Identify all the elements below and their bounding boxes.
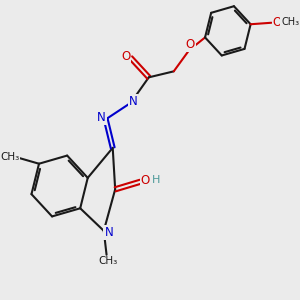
Text: N: N	[104, 226, 113, 239]
Text: O: O	[140, 174, 150, 187]
Text: CH₃: CH₃	[98, 256, 118, 266]
Text: H: H	[152, 175, 160, 185]
Text: O: O	[273, 16, 282, 28]
Text: CH₃: CH₃	[0, 152, 20, 162]
Text: CH₃: CH₃	[281, 17, 299, 27]
Text: N: N	[129, 95, 137, 108]
Text: O: O	[121, 50, 130, 63]
Text: N: N	[97, 111, 106, 124]
Text: O: O	[186, 38, 195, 51]
